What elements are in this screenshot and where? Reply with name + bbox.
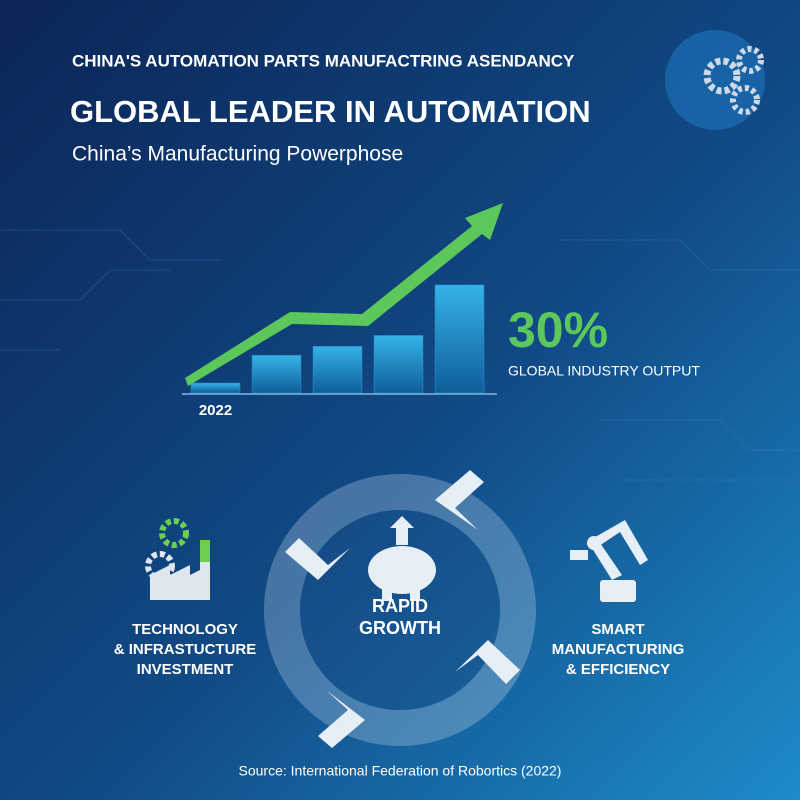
center-label: RAPID GROWTH: [359, 596, 441, 638]
globe-icon: [665, 30, 765, 130]
trend-arrow: [185, 203, 503, 386]
x-tick-label: 2022: [199, 402, 232, 419]
left-label: TECHNOLOGY & INFRASTUCTURE INVESTMENT: [114, 621, 257, 678]
bar: [190, 382, 241, 394]
center-label-line: GROWTH: [359, 618, 441, 638]
subtitle: China’s Manufacturing Powerphose: [72, 143, 403, 166]
left-label-line: & INFRASTUCTURE: [114, 641, 257, 658]
highlight-label: GLOBAL INDUSTRY OUTPUT: [508, 363, 700, 379]
right-label: SMART MANUFACTURING & EFFICIENCY: [552, 621, 685, 678]
title: GLOBAL LEADER IN AUTOMATION: [70, 94, 591, 129]
cycle-ring: [264, 470, 536, 748]
factory-icon: [145, 518, 210, 600]
left-label-line: TECHNOLOGY: [132, 621, 238, 638]
highlight-value: 30%: [508, 302, 608, 358]
left-label-line: INVESTMENT: [137, 661, 234, 678]
center-label-line: RAPID: [372, 596, 428, 616]
right-label-line: & EFFICIENCY: [566, 661, 670, 678]
right-label-line: MANUFACTURING: [552, 641, 685, 658]
bar: [434, 284, 485, 394]
bar: [312, 345, 363, 394]
robot-arm-icon: [570, 520, 648, 602]
piggy-bank-icon: [368, 516, 436, 601]
right-label-line: SMART: [591, 621, 644, 638]
kicker: CHINA'S AUTOMATION PARTS MANUFACTRING AS…: [72, 51, 575, 70]
bar: [373, 335, 424, 394]
source: Source: International Federation of Robo…: [239, 763, 562, 779]
circuit-lines: [0, 229, 800, 481]
bar: [251, 354, 302, 394]
